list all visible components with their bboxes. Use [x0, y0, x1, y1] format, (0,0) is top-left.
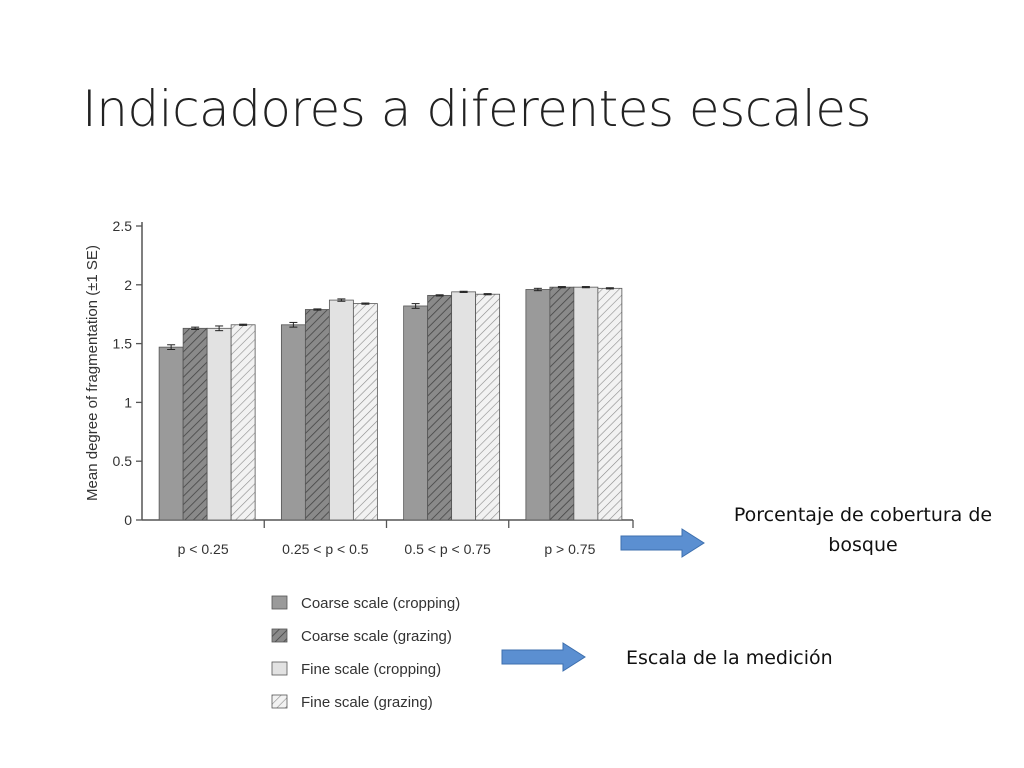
legend-swatch	[271, 628, 288, 643]
bar	[352, 303, 378, 521]
bar	[525, 289, 551, 521]
y-tick-label: 1	[124, 394, 132, 410]
legend-label: Coarse scale (cropping)	[301, 595, 460, 612]
right-arrow-icon	[620, 528, 705, 558]
legend-swatch	[271, 661, 288, 676]
legend-swatch	[271, 595, 288, 610]
right-arrow-icon	[501, 642, 586, 672]
y-tick-label: 2.5	[113, 218, 133, 234]
slide-title: Indicadores a diferentes escales	[82, 80, 872, 138]
bar	[206, 327, 232, 521]
y-tick-label: 0.5	[113, 453, 133, 469]
x-tick-label: p < 0.25	[178, 541, 229, 557]
y-axis-label: Mean degree of fragmentation (±1 SE)	[84, 245, 101, 501]
bar	[158, 346, 184, 521]
legend-label: Coarse scale (grazing)	[301, 628, 452, 645]
legend-swatch	[271, 694, 288, 709]
bar	[304, 309, 330, 521]
y-tick-label: 2	[124, 277, 132, 293]
bar	[403, 305, 429, 521]
x-tick-label: 0.25 < p < 0.5	[282, 541, 369, 557]
bar	[280, 324, 306, 521]
bar	[451, 291, 477, 521]
bar	[230, 324, 256, 521]
bar	[573, 286, 599, 521]
forest-cover-annotation: Porcentaje de cobertura de bosque	[733, 504, 993, 556]
y-tick-label: 0	[124, 512, 132, 528]
bar	[475, 293, 501, 521]
x-tick-label: 0.5 < p < 0.75	[404, 541, 491, 557]
bar	[597, 287, 623, 521]
legend-label: Fine scale (grazing)	[301, 694, 433, 711]
bar	[427, 294, 453, 521]
legend-label: Fine scale (cropping)	[301, 661, 441, 678]
y-tick-label: 1.5	[113, 336, 133, 352]
bar	[182, 327, 208, 521]
bar	[549, 286, 575, 521]
x-tick-label: p > 0.75	[544, 541, 595, 557]
scale-annotation: Escala de la medición	[626, 647, 833, 669]
bar	[328, 299, 354, 521]
